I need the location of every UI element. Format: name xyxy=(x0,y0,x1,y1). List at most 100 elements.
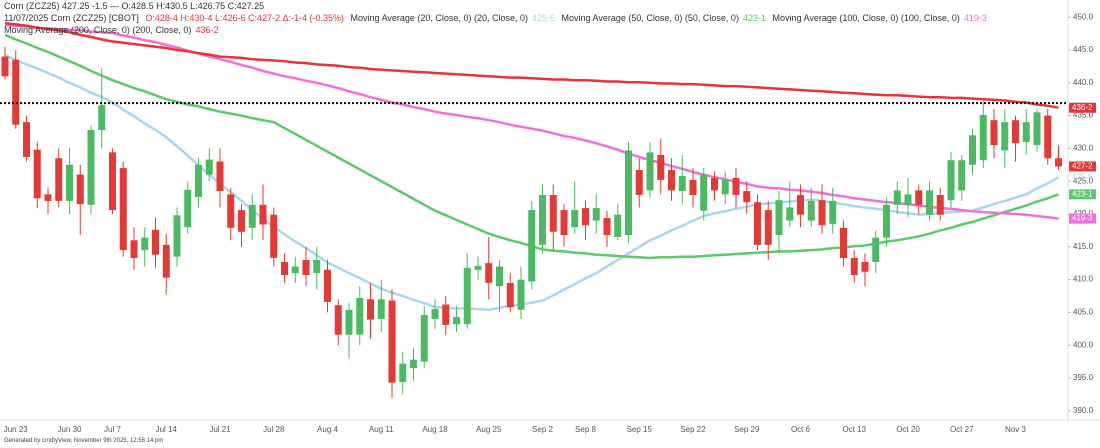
price-tag-label: 436-2 xyxy=(1072,103,1093,112)
candle-body xyxy=(33,149,41,199)
x-tick-label: Oct 27 xyxy=(950,425,974,434)
x-tick-label: Oct 6 xyxy=(791,425,811,434)
candle-body xyxy=(238,210,245,232)
price-tag-label: 423-1 xyxy=(1072,189,1093,198)
candle-body xyxy=(345,309,353,335)
candle-body xyxy=(969,135,976,165)
candle-body xyxy=(549,194,557,232)
candle-body xyxy=(431,309,439,319)
candle-body xyxy=(990,120,998,146)
candle-body xyxy=(893,190,901,205)
candle-body xyxy=(109,152,116,211)
y-tick-label: 440.0 xyxy=(1073,78,1094,87)
legend-name: Moving Average (100, Close, 0) (100, Clo… xyxy=(772,13,960,23)
candle-body xyxy=(270,214,278,258)
x-tick-label: Jul 28 xyxy=(263,425,285,434)
header-quote: Corn (ZCZ25) 427.25 -1.5 — O:428.5 H:430… xyxy=(4,1,265,11)
candle-body xyxy=(205,159,213,175)
candle-body xyxy=(55,158,63,201)
candle-body xyxy=(324,269,331,302)
candle-body xyxy=(313,259,321,274)
price-tag-label: 419-3 xyxy=(1072,214,1093,223)
candle-body xyxy=(119,168,127,251)
candle-body xyxy=(689,179,697,195)
candle-body xyxy=(463,267,471,325)
x-tick-label: Aug 18 xyxy=(422,425,448,434)
candle-body xyxy=(754,202,761,245)
moving-average-line xyxy=(4,23,1059,220)
candle-body xyxy=(291,266,299,274)
candle-body xyxy=(775,200,783,236)
candle-body xyxy=(130,240,138,258)
price-tag-label: 425-6 xyxy=(1072,172,1093,181)
candle-body xyxy=(12,59,20,125)
candle-body xyxy=(216,161,224,192)
x-tick-label: Jul 14 xyxy=(156,425,178,434)
candle-body xyxy=(66,164,73,201)
header-line: Corn (ZCZ25) 427.25 -1.5 — O:428.5 H:430… xyxy=(4,1,268,12)
x-tick-label: Jul 21 xyxy=(209,425,231,434)
legend-name: Moving Average (20, Close, 0) (20, Close… xyxy=(350,13,528,23)
y-tick-label: 395.0 xyxy=(1073,373,1094,382)
legend-line: Moving Average (200, Close, 0) (200, Clo… xyxy=(4,25,222,36)
legend-line: 11/07/2025 Corn (ZCZ25) [CBOT] O:428-4 H… xyxy=(4,13,991,24)
candle-body xyxy=(614,214,622,237)
candle-body xyxy=(657,154,665,180)
candle-body xyxy=(861,261,869,272)
candle-body xyxy=(582,208,589,226)
x-tick-label: Aug 4 xyxy=(317,425,338,434)
candle-body xyxy=(1022,122,1030,142)
candle-body xyxy=(1055,158,1062,167)
candle-body xyxy=(44,194,52,201)
x-tick-label: Jun 23 xyxy=(4,425,29,434)
candle-body xyxy=(506,282,514,308)
candle-body xyxy=(356,297,364,335)
candle-body xyxy=(1001,122,1009,151)
legend-name: Moving Average (200, Close, 0) (200, Clo… xyxy=(4,25,192,35)
candle-body xyxy=(1012,120,1019,144)
legend-value: 425-6 xyxy=(531,13,555,23)
x-tick-label: Aug 11 xyxy=(369,425,394,434)
legend-name: Moving Average (50, Close, 0) (50, Close… xyxy=(561,13,739,23)
x-tick-label: Aug 25 xyxy=(476,425,502,434)
legend-value: 423-1 xyxy=(742,13,766,23)
candle-body xyxy=(76,174,84,205)
candle-body xyxy=(818,200,826,226)
x-tick-label: Nov 3 xyxy=(1005,425,1026,434)
candle-body xyxy=(668,170,675,191)
candle-body xyxy=(721,179,729,195)
candle-body xyxy=(87,130,95,205)
candle-body xyxy=(388,300,396,383)
price-tag xyxy=(1069,102,1096,113)
candle-body xyxy=(646,152,654,191)
y-tick-label: 430.0 xyxy=(1073,144,1094,153)
price-tag xyxy=(1069,189,1096,200)
candle-body xyxy=(936,194,944,215)
candle-body xyxy=(635,170,643,195)
y-tick-label: 435.0 xyxy=(1073,111,1094,120)
candle-body xyxy=(248,204,256,228)
candle-body xyxy=(334,305,342,335)
candle-body xyxy=(560,210,568,236)
candle-body xyxy=(829,200,837,224)
candle-body xyxy=(786,207,794,221)
candle-body xyxy=(184,189,192,228)
candle-body xyxy=(528,210,536,282)
x-tick-label: Sep 8 xyxy=(575,425,596,434)
candle-body xyxy=(571,210,579,228)
candle-body xyxy=(872,237,880,262)
legend-value: 419-3 xyxy=(963,13,987,23)
candle-body xyxy=(1044,115,1052,159)
candle-body xyxy=(807,200,815,221)
candle-body xyxy=(904,194,912,205)
candle-body xyxy=(420,315,428,362)
y-tick-label: 415.0 xyxy=(1073,242,1094,251)
candle-body xyxy=(926,190,933,215)
candle-body xyxy=(539,194,546,245)
candle-body xyxy=(915,190,923,205)
candle-body xyxy=(700,174,708,211)
candle-body xyxy=(98,105,106,131)
candle-body xyxy=(302,259,310,276)
